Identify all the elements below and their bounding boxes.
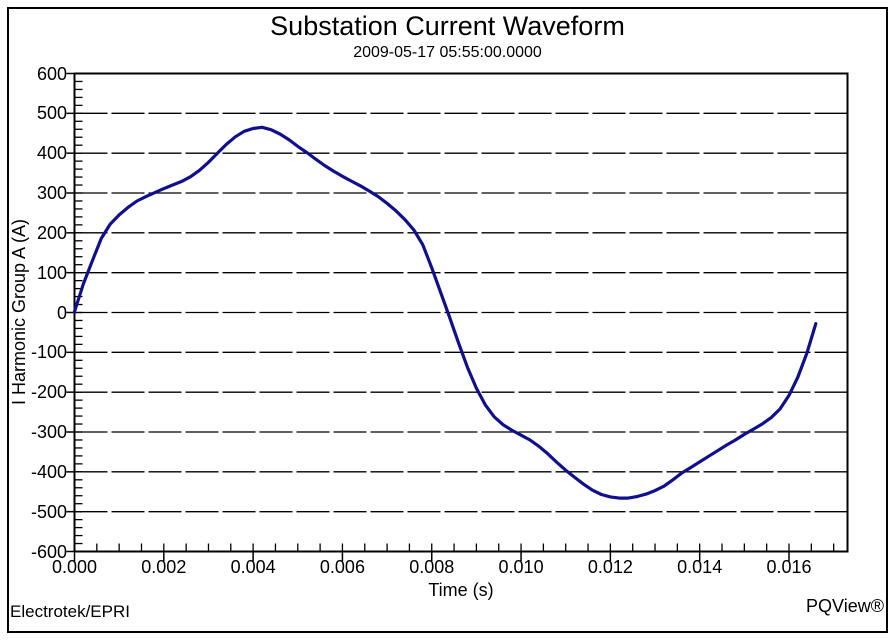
y-tick-label: 500 <box>36 103 67 124</box>
waveform-line <box>72 125 818 500</box>
x-tick-label: 0.006 <box>319 557 365 577</box>
x-tick-label: 0.004 <box>230 557 276 577</box>
y-tick-label: 0 <box>56 302 67 323</box>
y-tick-label: 300 <box>36 183 67 203</box>
y-tick-label: -600 <box>30 541 67 562</box>
x-tick-label: 0.012 <box>587 557 633 577</box>
y-tick-label: -300 <box>30 422 67 442</box>
x-axis-label: Time (s) <box>428 580 494 600</box>
x-tick-label: 0.016 <box>766 557 812 577</box>
x-tick-label: 0.008 <box>409 557 455 577</box>
y-tick-label: -100 <box>30 342 67 363</box>
chart-title: Substation Current Waveform <box>270 11 625 41</box>
y-tick-label: 600 <box>36 63 67 84</box>
y-tick-label: 100 <box>36 262 67 283</box>
y-tick-label: 400 <box>36 143 67 164</box>
x-tick-label: 0.010 <box>498 557 544 577</box>
page-border <box>7 7 888 633</box>
y-tick-label: 200 <box>36 222 67 243</box>
y-tick-label: -200 <box>30 382 67 403</box>
chart-timestamp-subtitle: 2009-05-17 05:55:00.0000 <box>353 44 542 61</box>
x-tick-label: 0.002 <box>141 557 187 577</box>
y-tick-label: -500 <box>30 501 67 522</box>
y-tick-label: -400 <box>30 461 67 482</box>
x-tick-label: 0.014 <box>677 557 723 577</box>
footer-electrotek-epri: Electrotek/EPRI <box>10 602 130 621</box>
x-tick-label: 0.000 <box>51 557 98 577</box>
footer-pqview-brand: PQView® <box>806 596 884 616</box>
